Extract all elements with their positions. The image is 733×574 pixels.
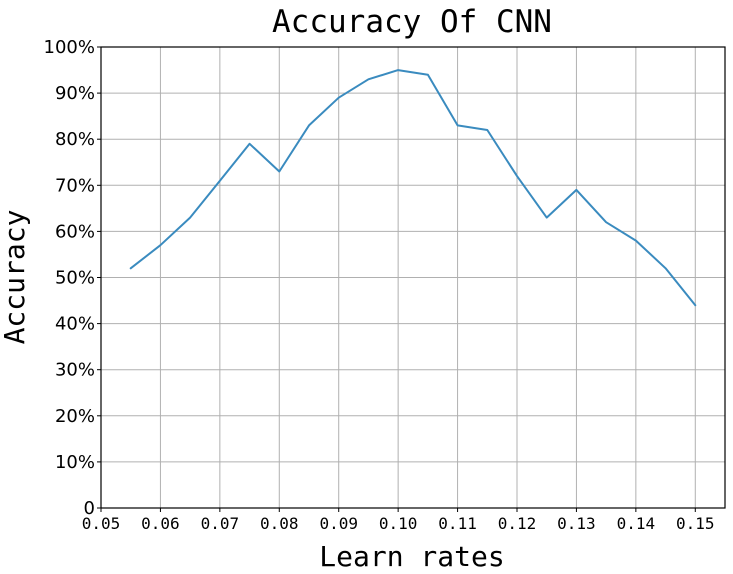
y-tick-label: 90% — [55, 83, 95, 104]
x-tick-label: 0.06 — [141, 514, 180, 533]
y-tick-label: 80% — [55, 129, 95, 150]
chart-title: Accuracy Of CNN — [272, 4, 552, 40]
x-tick-label: 0.11 — [438, 514, 477, 533]
y-tick-label: 100% — [44, 37, 95, 58]
x-tick-label: 0.07 — [201, 514, 240, 533]
x-tick-label: 0.15 — [676, 514, 715, 533]
x-tick-label: 0.14 — [617, 514, 656, 533]
y-tick-label: 60% — [55, 221, 95, 242]
y-tick-label: 0 — [84, 498, 95, 519]
y-tick-label: 20% — [55, 406, 95, 427]
grid-layer — [100, 46, 725, 509]
x-tick-label: 0.12 — [498, 514, 537, 533]
y-tick-label: 50% — [55, 268, 95, 289]
accuracy-series-line — [129, 69, 697, 307]
x-tick-label: 0.13 — [557, 514, 596, 533]
series-layer — [129, 69, 697, 307]
y-tick-label: 30% — [55, 360, 95, 381]
x-tick-label: 0.10 — [379, 514, 418, 533]
x-tick-label: 0.09 — [319, 514, 358, 533]
ticks-layer: 0.05 0.06 0.07 0.08 0.09 0.10 0.11 0.12 0.13 0.14… — [44, 37, 715, 533]
x-axis-label: Learn rates — [319, 540, 504, 573]
x-tick-label: 0.08 — [260, 514, 299, 533]
y-axis-label: Accuracy — [0, 210, 31, 345]
x-tick-label: 0.05 — [82, 514, 121, 533]
y-tick-label: 70% — [55, 175, 95, 196]
y-tick-label: 10% — [55, 452, 95, 473]
y-tick-label: 40% — [55, 314, 95, 335]
